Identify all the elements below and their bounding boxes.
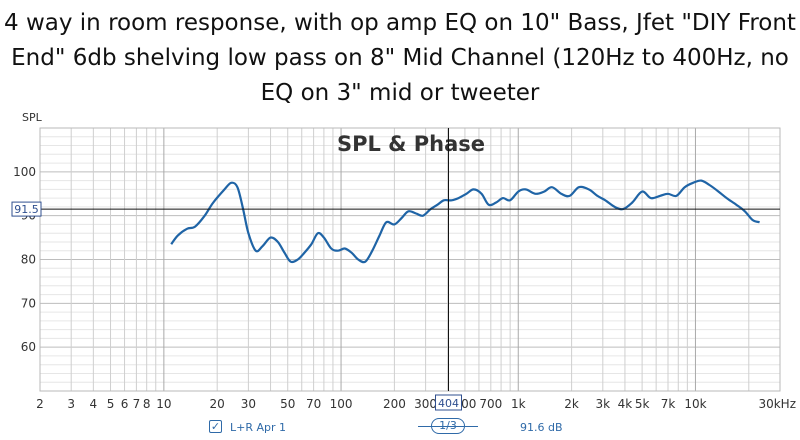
x-tick-label: 6 xyxy=(121,397,129,411)
cursor[interactable]: 91.5 404 xyxy=(11,128,780,411)
x-tick-label: 8 xyxy=(143,397,151,411)
x-tick-label: 10k xyxy=(684,397,706,411)
x-tick-labels: 234567810203050701002003004005007001k2k3… xyxy=(36,397,796,411)
x-tick-label: 3k xyxy=(596,397,611,411)
y-tick-labels: 60708090100 xyxy=(13,165,36,354)
y-tick-label: 70 xyxy=(21,296,36,310)
cursor-readout: 91.6 dB xyxy=(520,421,563,434)
x-tick-label: 4k xyxy=(618,397,633,411)
series-line xyxy=(170,179,760,264)
y-tick-label: 80 xyxy=(21,253,36,267)
x-tick-label: 3 xyxy=(67,397,75,411)
cursor-y-label-box xyxy=(11,201,42,217)
legend-checkbox[interactable]: ✓ xyxy=(209,420,222,433)
smoothing-line xyxy=(418,426,478,427)
x-tick-label: 20 xyxy=(210,397,225,411)
x-tick-label: 5 xyxy=(107,397,115,411)
x-tick-label: 300 xyxy=(414,397,437,411)
x-tick-label: 50 xyxy=(280,397,295,411)
legend-row: ✓ L+R Apr 1 1/3 91.6 dB xyxy=(0,418,800,440)
legend-series-label: L+R Apr 1 xyxy=(230,421,287,434)
x-tick-label: 7k xyxy=(661,397,676,411)
x-tick-label: 100 xyxy=(330,397,353,411)
cursor-x-label-box xyxy=(435,394,463,411)
y-axis-label: SPL xyxy=(22,111,43,124)
x-tick-label: 4 xyxy=(90,397,98,411)
chart-grid xyxy=(40,128,780,391)
x-tick-label: 2k xyxy=(564,397,579,411)
plot-frame xyxy=(39,127,781,392)
y-tick-label: 60 xyxy=(21,340,36,354)
x-tick-label: 700 xyxy=(479,397,502,411)
cursor-y-label: 91.5 xyxy=(14,203,39,216)
x-tick-label: 2 xyxy=(36,397,44,411)
x-tick-label: 10 xyxy=(156,397,171,411)
y-tick-label: 100 xyxy=(13,165,36,179)
smoothing-selector[interactable]: 1/3 xyxy=(431,418,465,434)
x-tick-label: 5k xyxy=(635,397,650,411)
series-layer xyxy=(170,179,760,264)
chart-title: SPL & Phase xyxy=(337,132,485,156)
x-tick-label: 30kHz xyxy=(758,397,796,411)
x-tick-label: 7 xyxy=(133,397,141,411)
x-tick-label: 30 xyxy=(241,397,256,411)
cursor-x-label: 404 xyxy=(438,397,459,410)
page-title: 4 way in room response, with op amp EQ o… xyxy=(4,10,796,106)
x-tick-label: 1k xyxy=(511,397,526,411)
x-tick-label: 200 xyxy=(383,397,406,411)
x-tick-label: 70 xyxy=(306,397,321,411)
